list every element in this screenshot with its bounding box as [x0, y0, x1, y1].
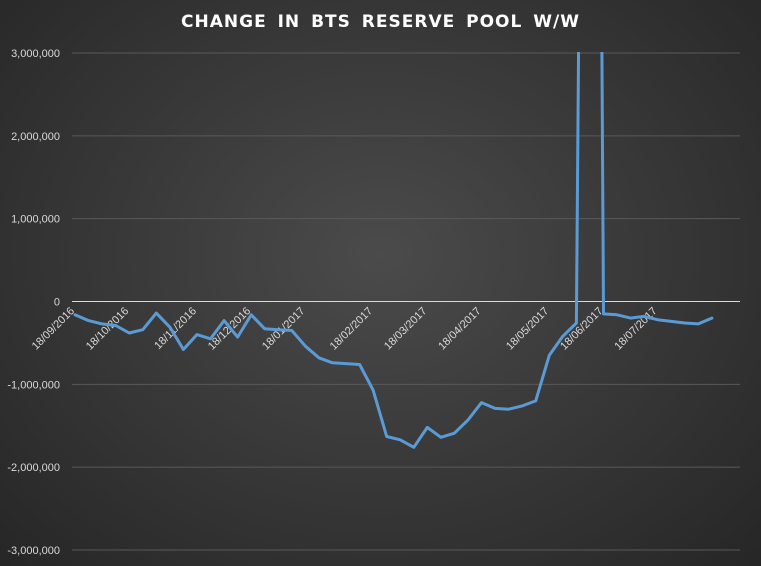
data-point [100, 322, 104, 326]
data-point [250, 313, 253, 316]
data-point [128, 331, 131, 335]
y-tick-label: 2,000,000 [11, 131, 60, 143]
data-point [209, 337, 212, 340]
data-point [426, 426, 429, 429]
data-point [453, 432, 456, 435]
y-tick-label: 0 [54, 297, 60, 309]
x-tick-label: 18/03/2017 [382, 305, 429, 352]
data-point [331, 361, 334, 364]
series-layer [73, 52, 714, 449]
data-point [493, 407, 497, 410]
data-point [561, 335, 564, 338]
data-point [534, 399, 537, 403]
data-point [277, 328, 280, 331]
y-tick-label: 3,000,000 [11, 48, 60, 60]
grid-lines [72, 52, 740, 551]
data-point [290, 329, 293, 332]
data-point [155, 311, 158, 315]
data-point [480, 401, 483, 404]
x-tick-label: 18/06/2017 [558, 305, 605, 352]
x-tick-label: 18/07/2017 [612, 305, 659, 352]
x-tick-label: 18/05/2017 [504, 305, 551, 352]
series-line-0 [73, 52, 714, 449]
x-tick-label: 18/04/2017 [436, 305, 483, 352]
y-tick-label: -1,000,000 [7, 379, 60, 391]
data-point [358, 363, 361, 366]
data-point [697, 322, 700, 326]
y-axis-tick-labels: 3,000,000 2,000,000 1,000,000 0 -1,000,000 -2… [7, 48, 60, 557]
data-point [439, 436, 443, 439]
data-point [615, 313, 619, 316]
data-point [87, 319, 90, 322]
data-point [182, 348, 185, 351]
data-point [371, 388, 375, 392]
data-point [466, 418, 470, 422]
data-point [195, 333, 199, 336]
y-tick-label: 1,000,000 [11, 214, 60, 226]
data-point [344, 362, 348, 365]
data-point [602, 312, 605, 316]
data-point [412, 446, 415, 449]
data-point [629, 316, 632, 320]
y-tick-label: -2,000,000 [7, 462, 60, 474]
data-point [548, 354, 551, 357]
data-point [114, 324, 117, 327]
data-point [683, 321, 686, 325]
data-point [521, 404, 524, 408]
data-point [317, 356, 321, 359]
data-point [575, 321, 578, 325]
data-point [399, 438, 402, 441]
data-point [670, 320, 673, 323]
data-point [73, 313, 77, 316]
y-tick-label: -3,000,000 [7, 545, 60, 557]
data-point [507, 408, 510, 411]
x-tick-label: 18/09/2016 [30, 305, 77, 352]
data-point [656, 318, 659, 321]
data-point [263, 327, 266, 330]
x-tick-label: 18/11/2016 [152, 305, 199, 352]
chart-title: CHANGE IN BTS RESERVE POOL W/W [181, 12, 580, 32]
data-point [168, 326, 172, 329]
x-tick-label: 18/02/2017 [328, 305, 375, 352]
data-point [222, 319, 226, 322]
data-point [642, 315, 646, 318]
data-point [385, 435, 388, 438]
data-point [304, 345, 307, 348]
data-point [236, 335, 239, 339]
data-point [710, 316, 714, 320]
data-point [141, 328, 144, 331]
